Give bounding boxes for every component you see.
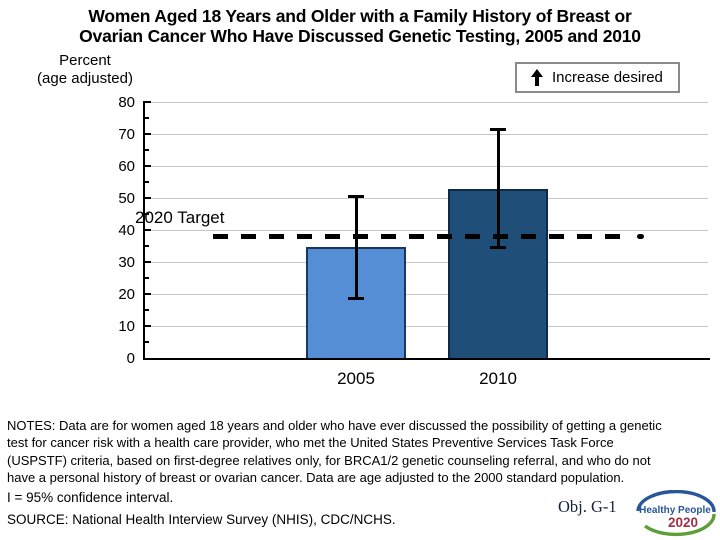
y-tick-label-0: 0 bbox=[126, 350, 135, 367]
logo-graphic: Healthy People 2020 bbox=[636, 489, 716, 537]
y-tick-label-20: 20 bbox=[118, 286, 135, 303]
axis-tick-40 bbox=[145, 229, 151, 231]
error-bar-2005-lower-cap bbox=[348, 297, 364, 301]
target-label: 2020 Target bbox=[135, 208, 225, 228]
notes-line: have a personal history of breast or ova… bbox=[7, 470, 625, 486]
logo-text-bottom: 2020 bbox=[668, 515, 698, 530]
y-axis-title-line1: Percent bbox=[59, 52, 111, 69]
page-title: Women Aged 18 Years and Older with a Fam… bbox=[0, 6, 720, 46]
axis-tick-15 bbox=[145, 309, 149, 311]
y-tick-label-80: 80 bbox=[118, 94, 135, 111]
notes-line: (USPSTF) criteria, based on first-degree… bbox=[7, 452, 651, 468]
target-line-end-dot bbox=[637, 234, 644, 240]
y-tick-label-10: 10 bbox=[118, 318, 135, 335]
y-tick-label-70: 70 bbox=[118, 126, 135, 143]
axis-tick-50 bbox=[145, 197, 151, 199]
axis-tick-25 bbox=[145, 277, 149, 279]
y-axis bbox=[143, 101, 145, 360]
gridline-10 bbox=[145, 325, 708, 327]
axis-tick-70 bbox=[145, 133, 151, 135]
axis-tick-45 bbox=[145, 213, 149, 215]
y-axis-tick-labels: 0 10 20 30 40 50 60 70 80 bbox=[85, 94, 135, 367]
healthy-people-2020-logo: Healthy People 2020 bbox=[634, 489, 718, 540]
gridline-70 bbox=[145, 133, 708, 135]
y-tick-label-40: 40 bbox=[118, 222, 135, 239]
notes-text: NOTES: Data are for women aged 18 years … bbox=[7, 417, 662, 487]
logo-green-swoosh bbox=[643, 513, 716, 537]
axis-tick-60 bbox=[145, 165, 151, 167]
gridline-60 bbox=[145, 165, 708, 167]
axis-tick-55 bbox=[145, 181, 149, 183]
error-bar-2005 bbox=[354, 195, 358, 301]
error-bar-2005-upper-cap bbox=[348, 195, 364, 199]
gridline-40 bbox=[145, 229, 708, 231]
gridline-50 bbox=[145, 197, 708, 199]
x-axis bbox=[143, 358, 710, 360]
gridline-80 bbox=[145, 101, 708, 103]
axis-tick-65 bbox=[145, 149, 149, 151]
increase-desired-box: Increase desired bbox=[515, 62, 680, 93]
error-bar-2010-lower-cap bbox=[490, 246, 506, 250]
notes-line: NOTES: Data are for women aged 18 years … bbox=[7, 418, 662, 433]
error-bar-2010-upper-cap bbox=[490, 127, 506, 131]
axis-tick-80 bbox=[145, 101, 151, 103]
axis-tick-30 bbox=[145, 261, 151, 263]
gridline-30 bbox=[145, 261, 708, 263]
y-axis-title: Percent (age adjusted) bbox=[10, 52, 160, 88]
page-title-line2: Ovarian Cancer Who Have Discussed Geneti… bbox=[79, 26, 641, 46]
x-tick-label-2005: 2005 bbox=[337, 369, 375, 388]
y-axis-title-line2: (age adjusted) bbox=[37, 70, 133, 87]
increase-desired-label: Increase desired bbox=[552, 69, 663, 86]
y-tick-label-30: 30 bbox=[118, 254, 135, 271]
confidence-interval-note: I = 95% confidence interval. bbox=[7, 490, 174, 505]
plot-area: 2020 Target bbox=[135, 101, 708, 358]
page-title-line1: Women Aged 18 Years and Older with a Fam… bbox=[88, 6, 632, 26]
x-tick-label-2010: 2010 bbox=[479, 369, 517, 388]
axis-tick-75 bbox=[145, 117, 149, 119]
logo-text-top: Healthy People bbox=[639, 505, 711, 516]
logo-blue-swoosh bbox=[636, 489, 716, 513]
y-tick-label-50: 50 bbox=[118, 190, 135, 207]
target-line bbox=[213, 234, 633, 240]
objective-label: Obj. G-1 bbox=[558, 497, 617, 516]
axis-tick-10 bbox=[145, 325, 151, 327]
up-arrow-icon bbox=[531, 69, 543, 86]
axis-tick-35 bbox=[145, 245, 149, 247]
source-note: SOURCE: National Health Interview Survey… bbox=[7, 512, 396, 527]
gridline-20 bbox=[145, 293, 708, 295]
axis-tick-5 bbox=[145, 341, 149, 343]
axis-tick-20 bbox=[145, 293, 151, 295]
error-bar-2010 bbox=[496, 127, 500, 250]
y-tick-label-60: 60 bbox=[118, 158, 135, 175]
notes-line: test for cancer risk with a health care … bbox=[7, 435, 614, 451]
